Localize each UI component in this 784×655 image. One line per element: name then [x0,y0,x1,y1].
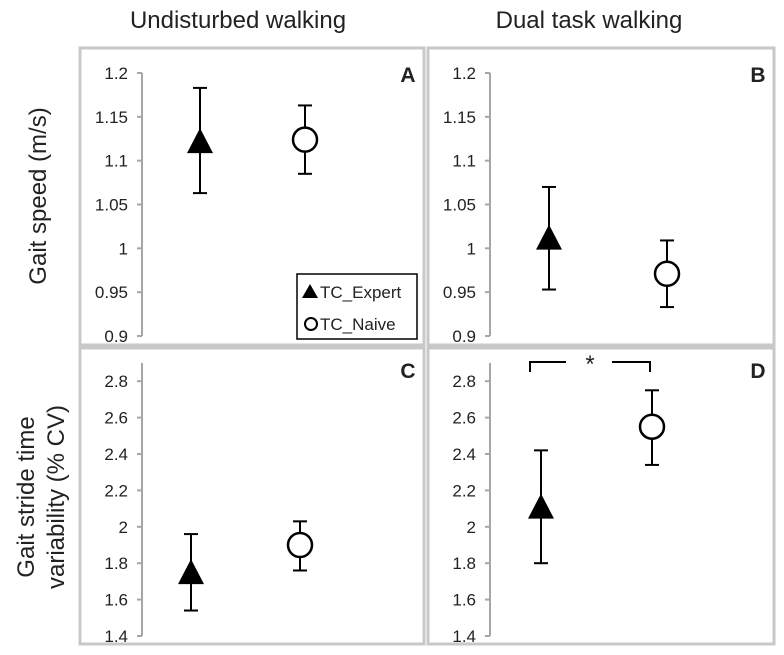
panel-a-y-tick-label: 1.1 [104,152,128,171]
panel-b-y-tick-label: 0.95 [443,283,476,302]
panel-d-y-tick-label: 2 [467,518,476,537]
column-title-undisturbed: Undisturbed walking [130,7,346,34]
panel-label-b: B [750,64,765,87]
legend-expert-label: TC_Expert [320,283,402,302]
panel-c-y-tick-label: 2 [119,518,128,537]
panel-c-tc-naive-marker [286,531,314,559]
legend-naive-label: TC_Naive [320,315,396,334]
legend-expert-marker [302,284,318,298]
panel-d-y-tick-label: 1.4 [452,627,476,646]
panel-d-y-tick-label: 2.2 [452,481,476,500]
panel-a-y-tick-label: 1 [119,239,128,258]
panel-d-y-tick-label: 1.6 [452,591,476,610]
panel-a-y-tick-label: 1.05 [95,196,128,215]
panel-c-y-tick-label: 2.2 [104,481,128,500]
panel-d-tc-expert-marker [528,493,554,519]
panel-d-y-tick-label: 2.4 [452,445,476,464]
panel-a-y-tick-label: 1.2 [104,64,128,83]
plot-layer: 0.9 0.95 1 1.05 1.1 1.15 1.2 0.9 0.95 1 1.05 1.1 1.1… [95,64,681,646]
panel-d-y-tick-label: 1.8 [452,554,476,573]
panel-label-a: A [400,64,415,87]
panel-a-y-tick-label: 0.9 [104,327,128,346]
panel-c-tc-expert-marker [178,559,204,585]
significance-bracket-right [612,361,651,372]
column-title-dual-task: Dual task walking [496,7,683,34]
panel-d-frame [426,346,776,646]
panel-a-tc-expert-marker [187,128,213,154]
panel-c-y-tick-label: 2.4 [104,445,128,464]
row-title-variability-line1: Gait stride time [13,416,40,577]
panel-b-y-tick-label: 1.1 [452,152,476,171]
panel-b-frame [426,46,776,347]
panel-a-frame [78,46,426,347]
panel-label-d: D [750,360,765,383]
legend-naive-marker [304,317,318,331]
panel-c-y-tick-label: 2.6 [104,409,128,428]
row-title-variability-line2: variability (% CV) [43,405,70,589]
significance-bracket: * [529,351,651,378]
panel-c-y-tick-label: 1.6 [104,591,128,610]
panel-a-tc-naive-marker [291,126,319,153]
panel-c-frame [78,346,426,646]
panel-c-y-tick-label: 1.4 [104,627,128,646]
panel-b-y-tick-label: 1.15 [443,108,476,127]
panel-d-y-tick-label: 2.6 [452,409,476,428]
significance-asterisk: * [585,351,594,378]
panel-b-tc-expert-marker [536,224,562,250]
panel-b-tc-naive-marker [653,260,681,288]
panel-a-y-tick-label: 0.95 [95,283,128,302]
significance-bracket-left [529,361,566,372]
panel-c-y-tick-label: 2.8 [104,372,128,391]
panel-a-y-tick-label: 1.15 [95,108,128,127]
row-title-speed: Gait speed (m/s) [25,107,52,284]
panel-c-y-tick-label: 1.8 [104,554,128,573]
legend-box [296,273,418,340]
panel-b-y-tick-label: 1.2 [452,64,476,83]
panel-label-c: C [400,360,415,383]
legend: TC_Expert TC_Naive [296,273,418,340]
panel-b-y-tick-label: 1.05 [443,196,476,215]
panel-d-y-tick-label: 2.8 [452,372,476,391]
panel-d-tc-naive-marker [638,413,666,440]
panel-b-y-tick-label: 0.9 [452,327,476,346]
panel-b-y-tick-label: 1 [467,239,476,258]
